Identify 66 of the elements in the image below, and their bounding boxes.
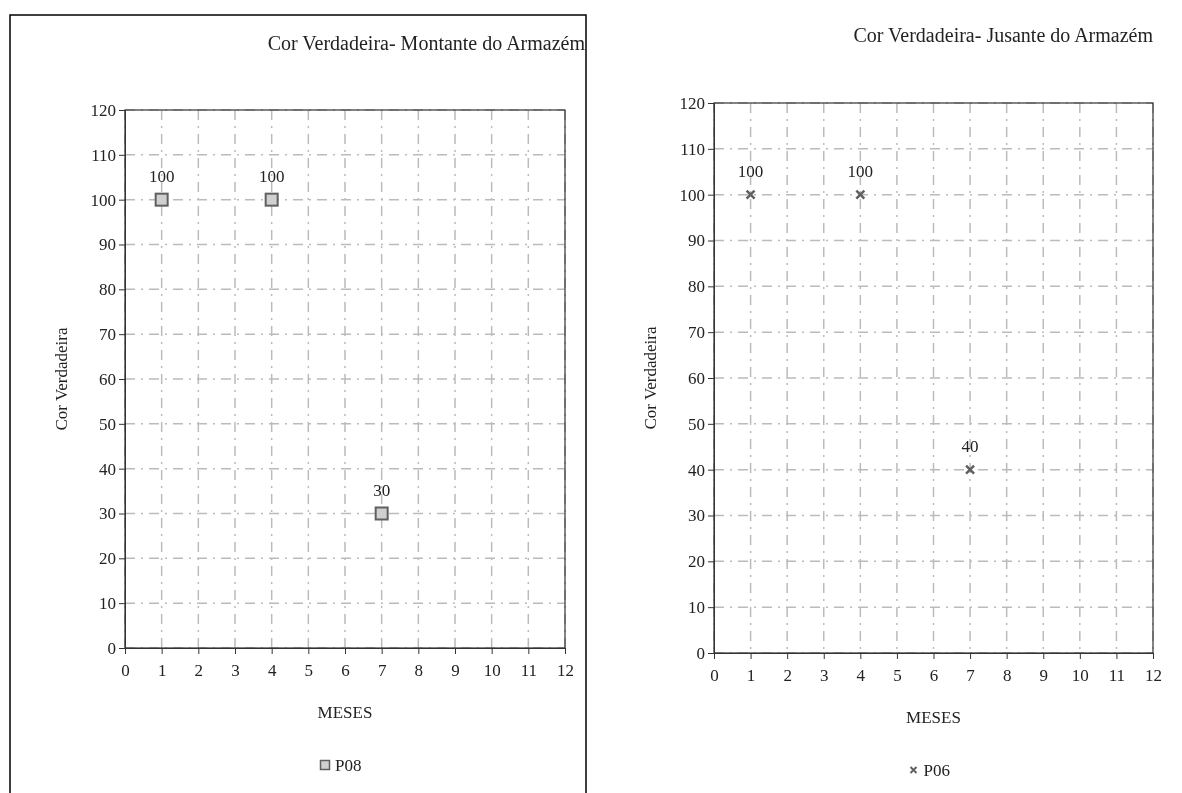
y-tick-label: 30: [99, 504, 116, 524]
chart-title: Cor Verdadeira- Jusante do Armazém: [853, 24, 1154, 46]
y-tick-label: 10: [99, 594, 116, 614]
x-tick-label: 3: [820, 665, 829, 685]
legend-label: P08: [335, 756, 362, 775]
y-tick-label: 120: [90, 100, 116, 120]
data-label: 30: [373, 480, 391, 500]
x-tick-label: 4: [856, 665, 866, 685]
x-tick-label: 9: [451, 660, 460, 680]
y-tick-label: 70: [99, 325, 116, 345]
x-tick-label: 7: [966, 665, 976, 685]
x-tick-label: 9: [1039, 665, 1048, 685]
x-tick-label: 0: [710, 665, 719, 685]
y-tick-label: 20: [688, 552, 705, 572]
y-tick-label: 0: [696, 643, 705, 663]
y-tick-label: 30: [688, 506, 705, 526]
x-axis-title: MESES: [906, 708, 961, 727]
y-axis-title: Cor Verdadeira: [52, 327, 71, 431]
data-label: 100: [148, 166, 175, 186]
y-tick-label: 70: [688, 323, 705, 343]
y-tick-label: 40: [99, 459, 116, 479]
data-label: 100: [258, 166, 285, 186]
x-tick-label: 8: [414, 660, 424, 680]
y-axis-title: Cor Verdadeira: [641, 326, 660, 430]
legend-label: P06: [923, 761, 950, 780]
y-tick-label: 100: [90, 190, 116, 210]
y-tick-label: 110: [680, 139, 705, 159]
x-tick-label: 5: [893, 665, 902, 685]
x-tick-label: 0: [121, 660, 130, 680]
y-tick-label: 20: [99, 549, 116, 569]
x-tick-label: 4: [267, 660, 277, 680]
x-tick-label: 2: [194, 660, 204, 680]
y-tick-label: 10: [688, 598, 705, 618]
x-tick-label: 10: [1071, 665, 1089, 685]
y-tick-label: 90: [688, 231, 705, 251]
x-tick-label: 1: [157, 660, 167, 680]
data-label: 40: [961, 436, 979, 456]
x-tick-label: 12: [557, 660, 574, 680]
x-tick-label: 6: [929, 665, 939, 685]
y-tick-label: 60: [99, 369, 116, 389]
x-tick-label: 10: [483, 660, 501, 680]
y-tick-label: 90: [99, 235, 116, 255]
y-tick-label: 80: [99, 280, 116, 300]
chart-title: Cor Verdadeira- Montante do Armazém: [267, 32, 586, 54]
x-tick-label: 7: [377, 660, 387, 680]
x-tick-label: 6: [341, 660, 350, 680]
y-tick-label: 50: [99, 414, 116, 434]
x-tick-label: 11: [520, 660, 538, 680]
x-tick-label: 1: [746, 665, 756, 685]
x-tick-label: 12: [1145, 665, 1162, 685]
x-tick-label: 11: [1108, 665, 1126, 685]
y-tick-label: 80: [688, 277, 705, 297]
x-axis-title: MESES: [317, 703, 373, 722]
y-tick-label: 100: [679, 185, 705, 205]
x-tick-label: 5: [304, 660, 314, 680]
y-tick-label: 40: [688, 460, 705, 480]
data-label: 100: [847, 161, 874, 181]
x-tick-label: 3: [231, 660, 240, 680]
y-tick-label: 0: [107, 638, 116, 658]
data-label: 100: [737, 161, 764, 181]
y-tick-label: 110: [91, 145, 116, 165]
y-tick-label: 120: [679, 93, 705, 113]
y-tick-label: 60: [688, 368, 705, 388]
x-tick-label: 8: [1002, 665, 1012, 685]
y-tick-label: 50: [688, 414, 705, 434]
x-tick-label: 2: [783, 665, 792, 685]
